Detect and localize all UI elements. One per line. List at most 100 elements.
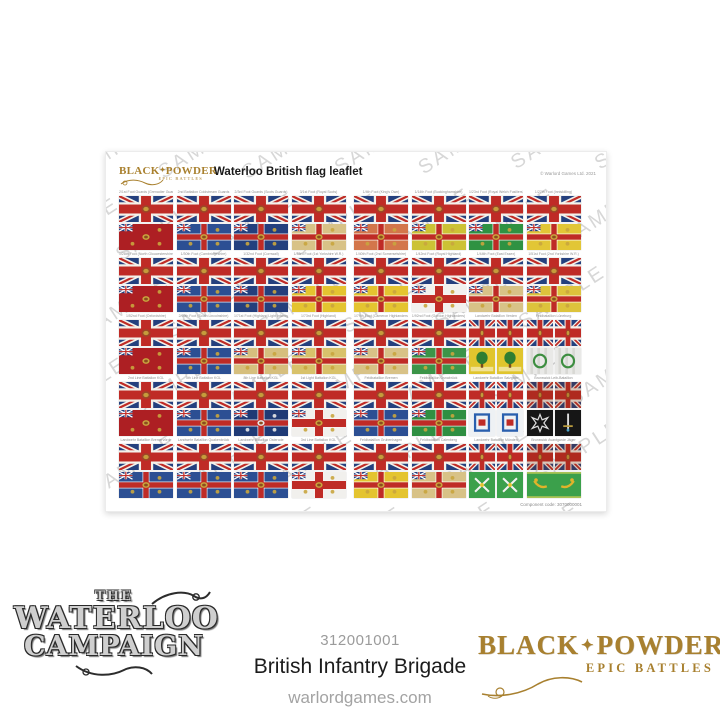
- flag-caption: 1/71st Foot (Highland Light Infantry): [234, 314, 288, 318]
- product-info: 312001001 British Infantry Brigade warlo…: [235, 632, 485, 708]
- regimental-colour-flag: [354, 348, 408, 374]
- flag-caption: Landwehr Bataillon Salzgitter: [473, 376, 519, 380]
- campaign-logo-the: THE: [95, 589, 133, 604]
- regimental-colour-flag: [411, 472, 466, 498]
- flag-caption: 1/32nd Foot (Cornwall): [243, 252, 279, 256]
- regimental-colour-flag: [176, 472, 231, 498]
- flag-pair-cell: 2/3rd Foot Guards (Scots Guards): [234, 190, 288, 250]
- regimental-colour-flag: [291, 348, 346, 374]
- regimental-colour-flag: [234, 224, 288, 250]
- flourish-icon: [151, 591, 211, 605]
- flag-caption: Brunswick Avantgarde Jäger: [531, 438, 576, 442]
- flag-pair-cell: 8th Line Battalion KGL: [234, 376, 288, 436]
- kings-colour-union-flag: [176, 382, 231, 408]
- flag-pair-cell: Landwehr Bataillon Verden: [469, 314, 523, 374]
- regimental-colour-flag: [526, 348, 581, 374]
- flag-pair-cell: Landwehr Bataillon Bremervörde: [119, 438, 173, 498]
- flag-caption: Feldbataillon Calenberg: [420, 438, 457, 442]
- regimental-colour-flag: [411, 286, 466, 312]
- flag-pair-cell: 1/23rd Foot (Royal Welch Fusiliers): [469, 190, 523, 250]
- regimental-colour-flag: [526, 224, 581, 250]
- leaflet-header: BLACK✦POWDER EPIC BATTLES Waterloo Briti…: [119, 163, 598, 189]
- kings-colour-union-flag: [119, 258, 173, 284]
- kings-colour-union-flag: [176, 320, 231, 346]
- regimental-colour-flag: [176, 286, 231, 312]
- kings-colour-union-flag: [469, 444, 523, 470]
- flag-pair-cell: Feldbataillon Lüneburg: [526, 314, 581, 374]
- regimental-colour-flag: [176, 224, 231, 250]
- kings-colour-union-flag: [469, 196, 523, 222]
- flag-pair-cell: 1/51st Foot (2nd Yorkshire W.R.): [526, 252, 581, 312]
- flag-pair-cell: 3/1st Foot (Royal Scots): [291, 190, 346, 250]
- flag-caption: 1/30th Foot (Cambridgeshire): [180, 252, 227, 256]
- flag-caption: Landwehr Bataillon Quakenbrück: [177, 438, 230, 442]
- flag-pair-cell: 2/1st Foot Guards (Grenadier Guards): [119, 190, 173, 250]
- kings-colour-union-flag: [291, 444, 346, 470]
- kings-colour-union-flag: [354, 258, 408, 284]
- kings-colour-union-flag: [354, 320, 408, 346]
- flag-caption: 1/51st Foot (2nd Yorkshire W.R.): [528, 252, 579, 256]
- flag-caption: 1/28th Foot (North Gloucestershire): [119, 252, 173, 256]
- flag-grid-right: 1/4th Foot (King's Own) 1/14th Foot (Buc…: [354, 190, 581, 498]
- flag-pair-cell: 1/73rd Foot (Highland): [291, 314, 346, 374]
- regimental-colour-flag: [411, 348, 466, 374]
- regimental-colour-flag: [411, 224, 466, 250]
- flag-caption: 2nd Battalion Coldstream Guards: [177, 190, 230, 194]
- flag-pair-cell: Feldbataillon Grubenhagen: [354, 438, 408, 498]
- flag-caption: 1/42nd Foot (Royal Highland): [415, 252, 462, 256]
- kings-colour-union-flag: [291, 258, 346, 284]
- regimental-colour-flag: [469, 286, 523, 312]
- flag-pair-cell: Feldbataillon Calenberg: [411, 438, 466, 498]
- flag-pair-cell: 1/92nd Foot (Gordon Highlanders): [411, 314, 466, 374]
- flag-pair-cell: Brunswick Leib-Bataillon: [526, 376, 581, 436]
- regimental-colour-flag: [354, 472, 408, 498]
- flag-pair-cell: 1/4th Foot (King's Own): [354, 190, 408, 250]
- flag-caption: Landwehr Bataillon Münden: [474, 438, 518, 442]
- kings-colour-union-flag: [354, 196, 408, 222]
- regimental-colour-flag: [469, 224, 523, 250]
- kings-colour-union-flag: [526, 444, 581, 470]
- kings-colour-union-flag: [176, 196, 231, 222]
- regimental-colour-flag: [469, 348, 523, 374]
- kings-colour-union-flag: [526, 320, 581, 346]
- flag-caption: Landwehr Bataillon Verden: [475, 314, 517, 318]
- flag-pair-cell: 1/40th Foot (2nd Somersetshire): [354, 252, 408, 312]
- regimental-colour-flag: [119, 286, 173, 312]
- flag-caption: 2/3rd Foot Guards (Scots Guards): [234, 190, 288, 194]
- flag-caption: 1st Light Battalion KGL: [300, 376, 337, 380]
- kings-colour-union-flag: [119, 382, 173, 408]
- flag-pair-cell: 1/14th Foot (Buckinghamshire): [411, 190, 466, 250]
- regimental-colour-flag: [234, 348, 288, 374]
- black-powder-mini-logo: BLACK✦POWDER EPIC BATTLES: [119, 165, 217, 186]
- kings-colour-union-flag: [234, 444, 288, 470]
- kings-colour-union-flag: [411, 196, 466, 222]
- kings-colour-union-flag: [234, 258, 288, 284]
- kings-colour-union-flag: [119, 444, 173, 470]
- regimental-colour-flag: [176, 348, 231, 374]
- kings-colour-union-flag: [469, 258, 523, 284]
- kings-colour-union-flag: [411, 258, 466, 284]
- flag-pair-cell: 1/42nd Foot (Royal Highland): [411, 252, 466, 312]
- regimental-colour-flag: [411, 410, 466, 436]
- campaign-logo-campaign: CAMPAIGN: [24, 631, 204, 662]
- regimental-colour-flag: [354, 286, 408, 312]
- kings-colour-union-flag: [234, 196, 288, 222]
- regimental-colour-flag: [119, 224, 173, 250]
- regimental-colour-flag: [291, 472, 346, 498]
- regimental-colour-flag: [526, 410, 581, 436]
- flag-pair-cell: 1/44th Foot (East Essex): [469, 252, 523, 312]
- flourish-icon: [75, 665, 153, 676]
- flag-caption: 2nd Line Battalion KGL: [128, 376, 164, 380]
- campaign-logo-waterloo: WATERLOO: [14, 601, 219, 636]
- regimental-colour-flag: [469, 410, 523, 436]
- flag-pair-cell: 5th Line Battalion KGL: [176, 376, 231, 436]
- component-code: Component code: 3070000001: [520, 502, 582, 507]
- flag-pair-cell: 1/79th Foot (Cameron Highlanders): [354, 314, 408, 374]
- flag-pair-cell: 1/33rd Foot (1st Yorkshire W.R.): [291, 252, 346, 312]
- flag-caption: Feldbataillon Lüneburg: [535, 314, 572, 318]
- flag-caption: 1/73rd Foot (Highland): [300, 314, 337, 318]
- flag-pair-cell: Landwehr Bataillon Quakenbrück: [176, 438, 231, 498]
- flag-pair-cell: 1/28th Foot (North Gloucestershire): [119, 252, 173, 312]
- flag-caption: 8th Line Battalion KGL: [243, 376, 279, 380]
- epic-battles-subtitle: EPIC BATTLES: [585, 661, 714, 675]
